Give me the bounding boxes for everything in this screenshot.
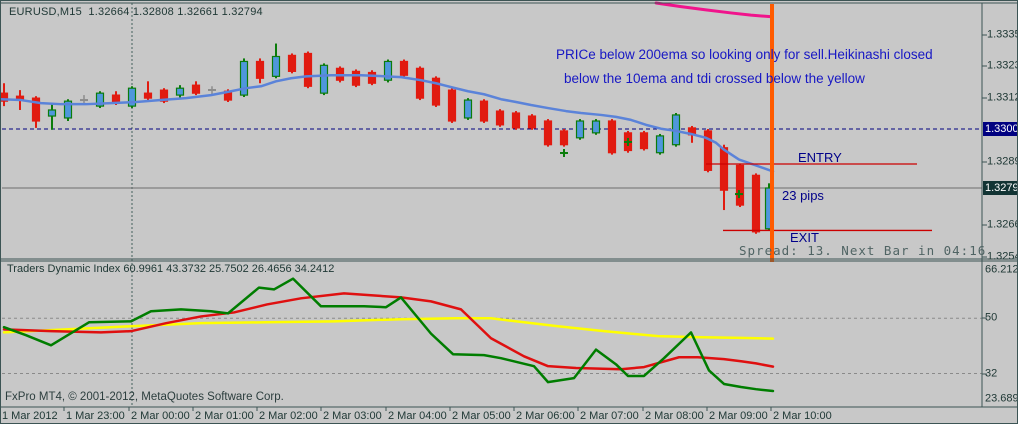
time-scale-label: 2 Mar 00:00 — [131, 410, 190, 422]
bear-candle-body — [415, 67, 425, 99]
price-scale-label: 1.33120 — [987, 91, 1017, 104]
bear-candle-body — [191, 84, 201, 94]
bull-candle-body — [175, 87, 185, 96]
rsi-price-line-green — [2, 277, 775, 393]
bear-candle-body — [399, 60, 409, 76]
bear-candle-body — [607, 120, 617, 154]
annotation-line-2: below the 10ema and tdi crossed below th… — [564, 71, 865, 86]
bull-candle-body — [591, 120, 601, 134]
market-base-line-yellow — [2, 317, 775, 340]
spread-next-bar-status: Spread: 13. Next Bar in 04:16 — [739, 243, 987, 258]
bear-candle-body — [351, 70, 361, 86]
bear-candle-body — [511, 112, 521, 129]
bear-candle-body — [255, 60, 265, 79]
indicator-scale-label: 50 — [985, 311, 998, 324]
time-scale-label: 2 Mar 05:00 — [452, 410, 511, 422]
bear-candle-body — [703, 130, 713, 171]
time-scale-label: 1 Mar 2012 — [2, 410, 58, 422]
bear-candle-body — [479, 100, 489, 122]
bear-candle-body — [719, 147, 729, 191]
current-price-box: 1.32794 — [983, 181, 1017, 195]
bull-candle-body — [95, 92, 105, 107]
bull-candle-body — [47, 109, 57, 117]
bear-candle-body — [31, 97, 41, 122]
price-scale-label: 1.32890 — [987, 155, 1017, 168]
ohlc-text: 1.32664 1.32808 1.32661 1.32794 — [88, 6, 263, 18]
bear-candle-body — [527, 115, 537, 129]
indicator-scale-label: 66.2125 — [985, 263, 1017, 276]
price-scale-label: 1.33235 — [987, 59, 1017, 72]
pips-label: 23 pips — [782, 188, 824, 203]
time-scale-label: 2 Mar 08:00 — [645, 410, 704, 422]
bear-candle-body — [495, 110, 505, 126]
bear-candle-body — [1, 92, 9, 102]
exit-label: EXIT — [790, 230, 819, 245]
bear-candle-body — [287, 54, 297, 72]
bear-candle-body — [751, 174, 761, 233]
bull-candle-body — [383, 60, 393, 81]
ema10-line — [1, 73, 775, 173]
indicator-scale-label: 23.6896 — [985, 392, 1017, 405]
bull-candle-body — [575, 120, 585, 139]
ema200-line — [654, 1, 774, 19]
bear-candle-body — [159, 89, 169, 102]
bull-candle-body — [655, 135, 665, 154]
time-scale-label: 2 Mar 04:00 — [388, 410, 447, 422]
bear-candle-body — [543, 120, 553, 146]
price-scale-label: 1.33350 — [987, 28, 1017, 41]
time-scale-label: 2 Mar 02:00 — [259, 410, 318, 422]
symbol-timeframe: EURUSD,M15 — [9, 6, 82, 18]
price-scale-label: 1.32545 — [987, 250, 1017, 263]
time-scale-label: 2 Mar 07:00 — [580, 410, 639, 422]
time-scale-label: 2 Mar 10:00 — [773, 410, 832, 422]
annotation-line-1: PRICe below 200ema so looking only for s… — [556, 47, 933, 62]
bear-candle-body — [559, 130, 569, 146]
time-scale-label: 2 Mar 01:00 — [195, 410, 254, 422]
bull-candle-body — [319, 64, 329, 94]
bear-candle-body — [143, 92, 153, 99]
chart-title: EURUSD,M15 1.32664 1.32808 1.32661 1.327… — [9, 7, 263, 18]
copyright-text: FxPro MT4, © 2001-2012, MetaQuotes Softw… — [5, 391, 284, 403]
time-scale-label: 2 Mar 06:00 — [516, 410, 575, 422]
bear-candle-body — [735, 164, 745, 206]
indicator-scale-label: 32 — [985, 367, 998, 380]
bull-candle-body — [239, 60, 249, 96]
time-scale-label: 2 Mar 09:00 — [709, 410, 768, 422]
bull-candle-body — [127, 87, 137, 107]
bear-candle-body — [447, 89, 457, 122]
time-scale-label: 2 Mar 03:00 — [323, 410, 382, 422]
current-price-box: 1.33008 — [983, 122, 1017, 136]
entry-label: ENTRY — [798, 150, 842, 165]
price-scale-label: 1.32660 — [987, 218, 1017, 231]
bear-candle-body — [367, 71, 377, 84]
bull-candle-body — [63, 100, 73, 119]
bear-candle-body — [431, 77, 441, 106]
trade-signal-line-red — [2, 292, 775, 371]
bull-candle-body — [463, 99, 473, 119]
bear-candle-body — [303, 52, 313, 87]
bear-candle-body — [639, 132, 649, 150]
indicator-title: Traders Dynamic Index 60.9961 43.3732 25… — [7, 263, 335, 275]
time-scale-label: 1 Mar 23:00 — [66, 410, 125, 422]
bull-candle-body — [271, 55, 281, 77]
bear-candle-body — [111, 94, 121, 103]
